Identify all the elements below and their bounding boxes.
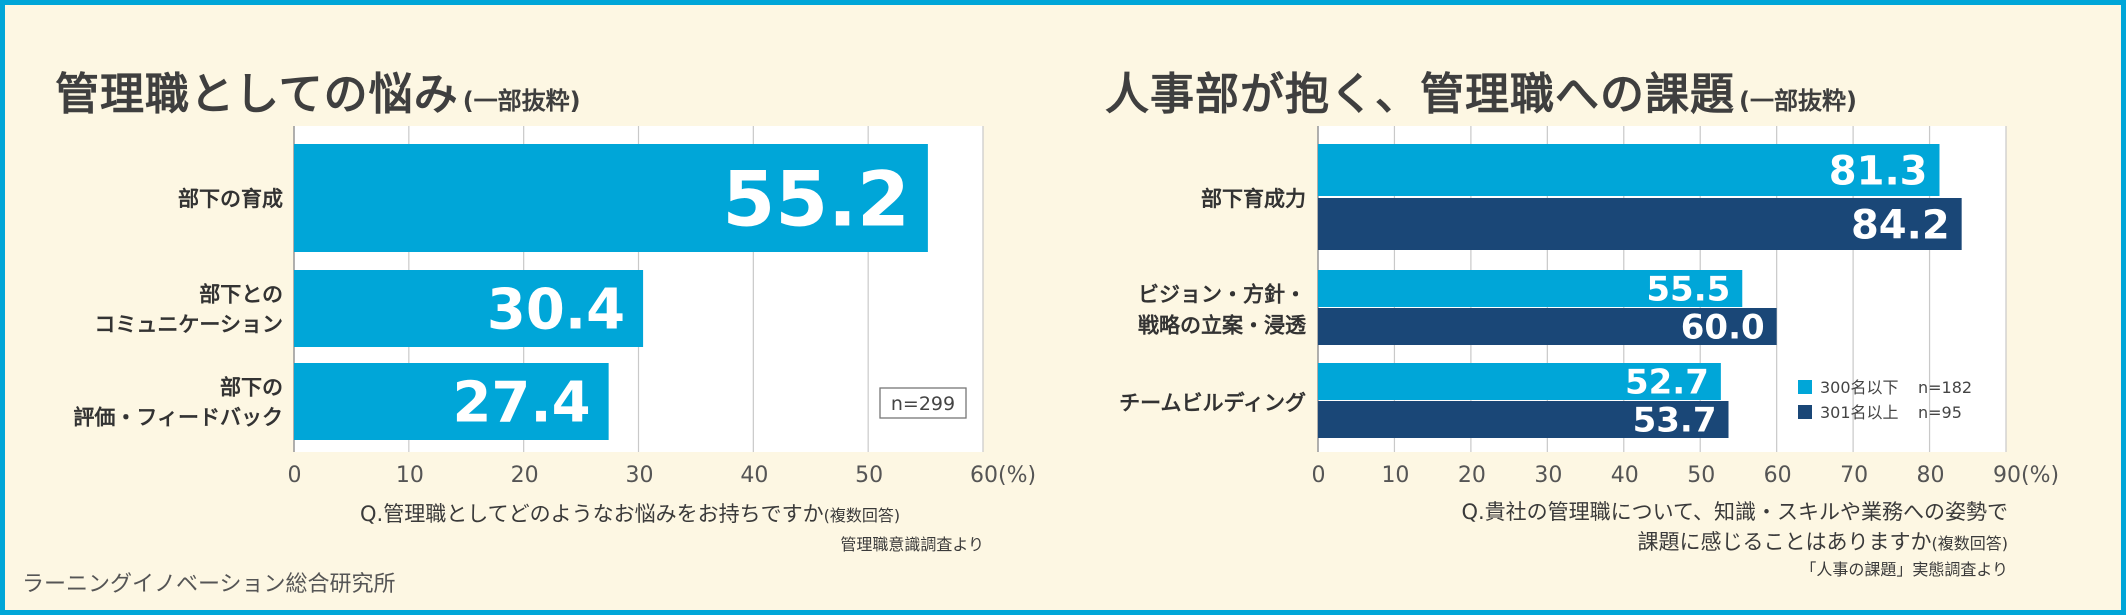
right-title-suffix: (一部抜粋) [1739, 87, 1857, 115]
left-category-label: 評価・フィードバック [73, 406, 283, 430]
left-question: Q.管理職としてどのようなお悩みをお持ちですか(複数回答) [360, 498, 900, 528]
right-source: 「人事の課題」実態調査より [1800, 560, 2008, 579]
right-tick-label: 40 [1611, 463, 1639, 488]
left-bar [294, 363, 609, 440]
right-question: Q.貴社の管理職について、知識・スキルや業務への姿勢で 課題に感じることはありま… [1461, 496, 2008, 556]
right-bar-large-company [1318, 401, 1729, 438]
right-bar-value-label: 53.7 [1633, 401, 1717, 441]
left-sample-size-label: n=299 [891, 393, 955, 415]
right-question-suffix: (複数回答) [1931, 534, 2009, 553]
left-category-label: 部下の育成 [178, 187, 283, 211]
right-bar-large-company [1318, 308, 1777, 345]
right-category-label: 戦略の立案・浸透 [1138, 314, 1307, 338]
right-bar-value-label: 55.5 [1646, 270, 1730, 310]
right-question-line2: 課題に感じることはありますか [1637, 530, 1932, 554]
right-category-label: 部下育成力 [1201, 187, 1306, 211]
right-tick-label: 90(%) [1993, 463, 2059, 488]
legend-series-name: 301名以上 [1820, 403, 1899, 422]
right-title-text: 人事部が抱く、管理職への課題 [1105, 69, 1735, 120]
right-tick-label: 20 [1458, 463, 1486, 488]
right-bar-value-label: 81.3 [1829, 148, 1928, 194]
left-bar-value-label: 27.4 [452, 371, 590, 436]
left-tick-label: 60(%) [970, 463, 1036, 488]
company-name: ラーニングイノベーション総合研究所 [22, 572, 396, 597]
left-tick-label: 10 [396, 463, 424, 488]
right-bar-value-label: 60.0 [1681, 308, 1765, 348]
right-bar-small-company [1318, 363, 1721, 400]
right-tick-label: 30 [1534, 463, 1562, 488]
right-bar-value-label: 84.2 [1851, 202, 1950, 248]
right-tick-label: 70 [1840, 463, 1868, 488]
legend-sample-size: n=182 [1918, 378, 1972, 397]
right-tick-label: 0 [1312, 463, 1326, 488]
left-category-label: 部下の [220, 376, 283, 400]
left-bar [294, 144, 928, 252]
left-title-suffix: (一部抜粋) [462, 87, 581, 115]
right-tick-label: 10 [1381, 463, 1409, 488]
left-category-label: 部下との [199, 283, 283, 307]
right-tick-label: 50 [1687, 463, 1715, 488]
right-chart-title: 人事部が抱く、管理職への課題 (一部抜粋) [1105, 58, 1857, 122]
left-tick-label: 30 [626, 463, 654, 488]
right-category-label: ビジョン・方針・ [1138, 283, 1306, 307]
left-question-suffix: (複数回答) [823, 506, 901, 525]
left-tick-label: 40 [740, 463, 768, 488]
left-bar-value-label: 30.4 [487, 278, 625, 343]
right-bar-value-label: 52.7 [1625, 363, 1709, 403]
left-category-label: コミュニケーション [94, 313, 283, 337]
right-bar-large-company [1318, 198, 1962, 250]
left-tick-label: 0 [288, 463, 302, 488]
left-chart-title: 管理職としての悩み (一部抜粋) [55, 58, 581, 122]
legend-series-name: 300名以下 [1820, 378, 1899, 397]
right-bar-small-company [1318, 144, 1940, 196]
right-question-line2-wrap: 課題に感じることはありますか(複数回答) [1461, 526, 2009, 556]
right-bar-small-company [1318, 270, 1743, 307]
legend-swatch [1798, 380, 1812, 394]
left-question-text: Q.管理職としてどのようなお悩みをお持ちですか [360, 502, 824, 526]
left-bar-value-label: 55.2 [722, 154, 910, 243]
legend-sample-size: n=95 [1918, 403, 1962, 422]
left-title-text: 管理職としての悩み [55, 69, 459, 120]
right-tick-label: 60 [1764, 463, 1792, 488]
right-question-line1: Q.貴社の管理職について、知識・スキルや業務への姿勢で [1461, 500, 2008, 524]
legend-swatch [1798, 405, 1812, 419]
left-tick-label: 20 [511, 463, 539, 488]
left-bar [294, 270, 644, 347]
left-source: 管理職意識調査より [840, 535, 984, 554]
left-sample-size-box [879, 387, 967, 419]
right-tick-label: 80 [1917, 463, 1945, 488]
right-category-label: チームビルディング [1119, 391, 1306, 415]
left-tick-label: 50 [855, 463, 883, 488]
